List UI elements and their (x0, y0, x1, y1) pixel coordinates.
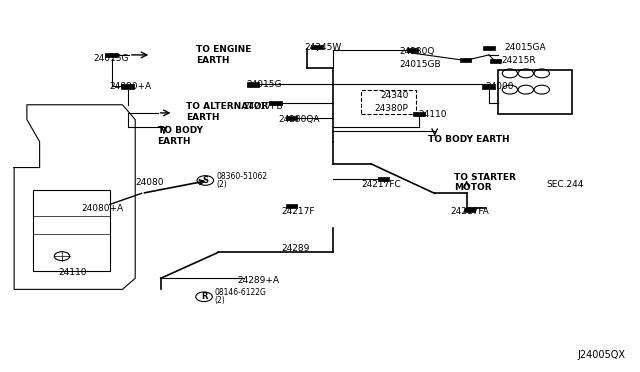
Bar (269, 101, 282, 105)
Text: TO STARTER
MOTOR: TO STARTER MOTOR (454, 173, 516, 192)
Text: 08360-51062: 08360-51062 (216, 171, 268, 180)
Bar (378, 177, 390, 181)
Text: TO ENGINE
EARTH: TO ENGINE EARTH (196, 45, 251, 65)
Text: 24015GB: 24015GB (399, 60, 441, 69)
Text: SEC.244: SEC.244 (546, 180, 584, 189)
Bar (105, 53, 118, 57)
Text: J24005QX: J24005QX (578, 350, 626, 359)
Bar (464, 208, 476, 212)
Text: (2): (2) (216, 180, 227, 189)
Text: TO BODY EARTH: TO BODY EARTH (428, 135, 510, 144)
Bar (406, 48, 418, 52)
Text: 24230Q: 24230Q (399, 47, 435, 56)
Bar (362, 90, 415, 114)
Text: 24217FB: 24217FB (244, 102, 283, 111)
Bar (483, 84, 495, 89)
Circle shape (197, 176, 214, 185)
Bar (311, 45, 323, 49)
Text: 24340: 24340 (381, 91, 409, 100)
Text: 24215R: 24215R (502, 56, 536, 65)
Bar (246, 82, 259, 87)
Text: 24289: 24289 (282, 244, 310, 253)
Text: 24345W: 24345W (304, 43, 341, 52)
Text: 24080: 24080 (135, 178, 164, 187)
Bar (33, 190, 109, 271)
Bar (460, 58, 471, 62)
Bar (413, 112, 424, 116)
Bar (285, 116, 297, 120)
Text: 24080+A: 24080+A (81, 203, 123, 213)
Bar (490, 59, 501, 63)
Text: 24217FA: 24217FA (451, 207, 490, 217)
Text: TO BODY
EARTH: TO BODY EARTH (157, 126, 202, 146)
Text: 24230QA: 24230QA (278, 115, 320, 124)
Text: 08146-6122G: 08146-6122G (214, 288, 266, 297)
Text: (2): (2) (214, 296, 225, 305)
Text: 24015G: 24015G (246, 80, 282, 89)
Text: 24110: 24110 (59, 268, 87, 277)
Bar (121, 84, 134, 89)
Text: 24015G: 24015G (94, 54, 129, 63)
Bar (483, 46, 495, 50)
Text: 24080+A: 24080+A (109, 82, 152, 91)
Text: 24217FC: 24217FC (362, 180, 401, 189)
Text: 24000: 24000 (486, 82, 514, 91)
Bar (285, 204, 297, 208)
Text: 24217F: 24217F (282, 207, 316, 217)
Text: R: R (201, 292, 207, 301)
Circle shape (196, 292, 212, 302)
Text: TO ALTERNATOR
EARTH: TO ALTERNATOR EARTH (186, 102, 269, 122)
Text: 24015GA: 24015GA (505, 43, 547, 52)
Text: 24110: 24110 (419, 109, 447, 119)
Bar (499, 70, 572, 114)
Text: 24380P: 24380P (374, 104, 408, 113)
Text: 24289+A: 24289+A (237, 276, 279, 285)
Text: S: S (202, 176, 208, 185)
